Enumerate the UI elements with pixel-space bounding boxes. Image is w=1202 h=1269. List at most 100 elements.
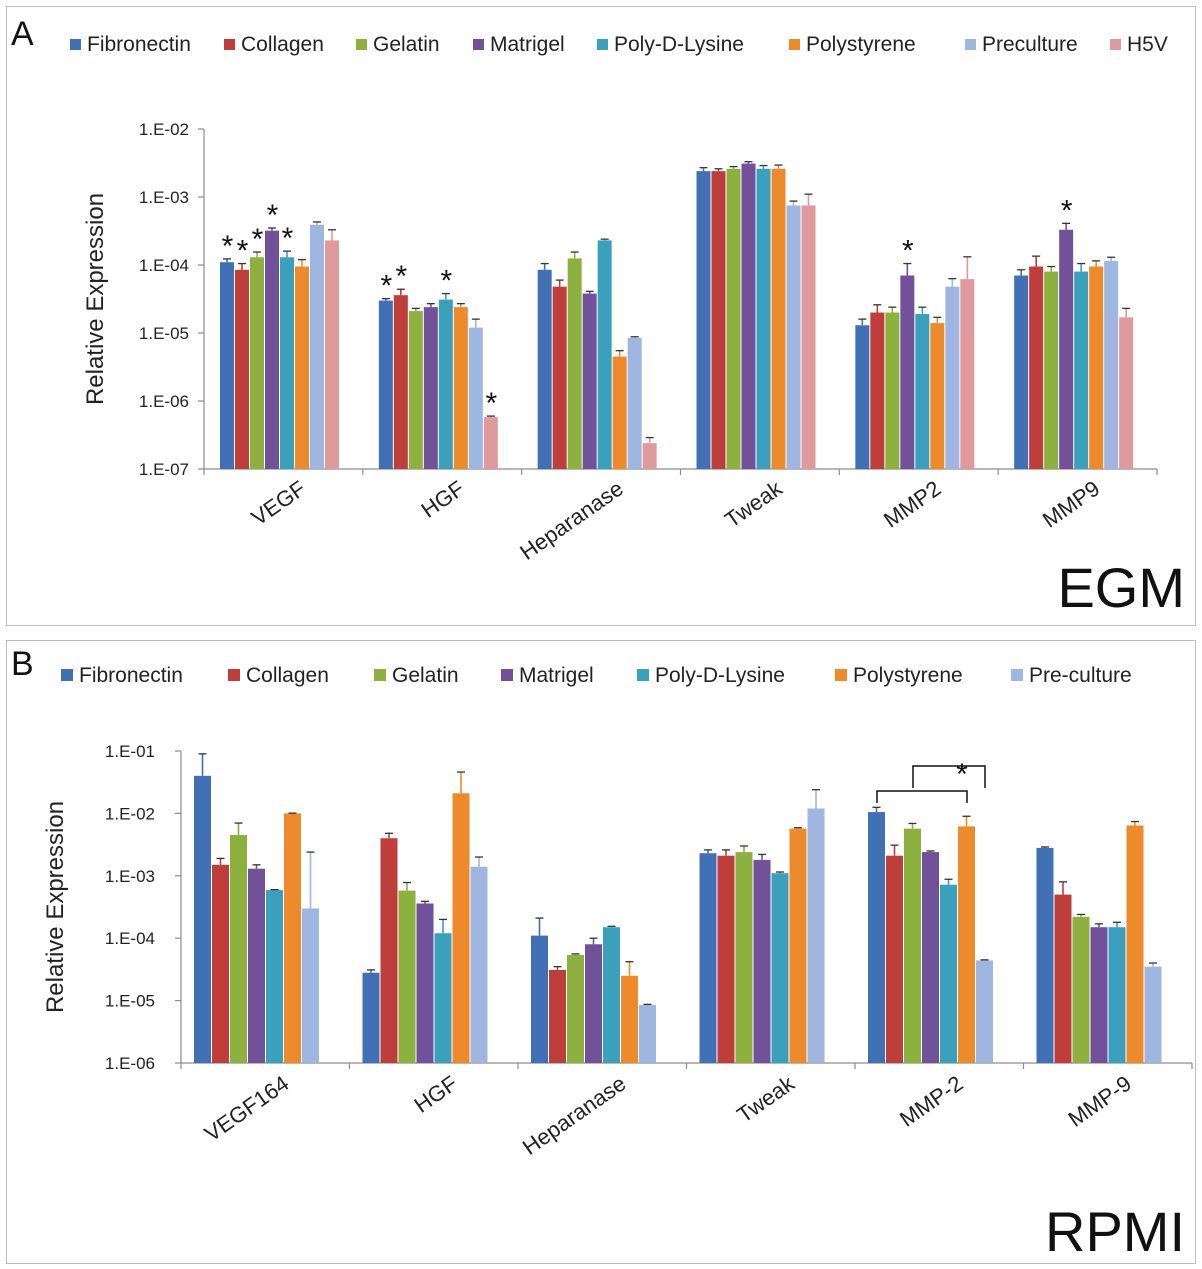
bar-poly-d-lysine — [603, 927, 620, 1063]
significance-star: * — [267, 199, 279, 232]
bar-gelatin — [1044, 271, 1059, 469]
bar-h5v — [960, 279, 975, 469]
x-category-label: MMP-2 — [895, 1071, 967, 1132]
bar-preculture — [310, 224, 324, 469]
x-category-label: Heparanase — [518, 1071, 631, 1160]
y-axis-label: Relative Expression — [42, 801, 69, 1013]
significance-star: * — [1061, 194, 1073, 227]
medium-label: RPMI — [1045, 1200, 1185, 1263]
legend-label: Matrigel — [519, 664, 594, 687]
x-category-label: Heparanase — [515, 476, 628, 565]
panel-b: B RPMI Fibronectin Collagen Gelatin Matrigel P… — [6, 640, 1196, 1264]
bar-fibronectin — [855, 325, 870, 469]
bar-gelatin — [1072, 916, 1090, 1063]
y-tick-label: 1.E-06 — [139, 392, 189, 411]
legend-swatch — [1110, 39, 1121, 50]
bar-gelatin — [567, 258, 582, 469]
bar-preculture — [945, 286, 960, 469]
bar-gelatin — [904, 828, 921, 1063]
bar-pre-culture — [470, 866, 488, 1063]
bar-matrigel — [922, 852, 939, 1063]
bar-matrigel — [248, 868, 265, 1063]
bar-poly-d-lysine — [915, 314, 930, 469]
bar-poly-d-lysine — [940, 884, 957, 1063]
bar-polystyrene — [284, 813, 301, 1063]
legend-label: H5V — [1127, 33, 1168, 56]
bar-matrigel — [741, 163, 756, 469]
chart-rpmi: B RPMI Fibronectin Collagen Gelatin Matrigel P… — [11, 645, 1193, 1263]
bar-collagen — [1029, 266, 1044, 469]
bar-polystyrene — [295, 266, 309, 469]
bar-fibronectin — [699, 853, 717, 1063]
x-category-label: VEGF — [247, 476, 310, 531]
bar-h5v — [1119, 317, 1134, 469]
legend-swatch — [1011, 669, 1023, 681]
bar-matrigel — [753, 859, 771, 1063]
bar-fibronectin — [868, 812, 885, 1063]
bar-collagen — [380, 838, 398, 1063]
legend-swatch — [965, 39, 976, 50]
bar-h5v — [325, 240, 339, 469]
bar-pre-culture — [302, 908, 319, 1063]
bar-poly-d-lysine — [434, 933, 452, 1063]
legend-label: Poly-D-Lysine — [655, 664, 785, 687]
legend-label: Matrigel — [490, 33, 565, 56]
bar-gelatin — [567, 954, 584, 1063]
legend-label: Collagen — [246, 664, 329, 687]
x-category-label: Tweak — [732, 1070, 799, 1128]
y-tick-label: 1.E-01 — [105, 742, 155, 761]
bar-poly-d-lysine — [771, 873, 789, 1063]
bar-matrigel — [423, 307, 438, 469]
bar-gelatin — [408, 311, 423, 469]
legend-swatch — [374, 669, 386, 681]
y-tick-label: 1.E-05 — [105, 992, 155, 1011]
significance-star: * — [956, 758, 968, 791]
bar-polystyrene — [958, 826, 975, 1063]
bar-pre-culture — [807, 808, 825, 1063]
bar-pre-culture — [639, 1005, 656, 1063]
legend-swatch — [70, 39, 81, 50]
bar-collagen — [886, 855, 903, 1063]
legend-swatch — [228, 669, 240, 681]
bar-polystyrene — [621, 975, 638, 1063]
bar-fibronectin — [537, 269, 552, 469]
x-category-label: Tweak — [720, 475, 787, 533]
significance-bracket — [876, 790, 968, 803]
y-tick-label: 1.E-03 — [105, 867, 155, 886]
bar-matrigel — [900, 275, 915, 469]
bar-fibronectin — [220, 262, 234, 469]
bar-gelatin — [230, 835, 247, 1063]
legend-swatch — [501, 669, 513, 681]
medium-label: EGM — [1057, 556, 1185, 619]
bar-matrigel — [582, 293, 597, 469]
bar-collagen — [711, 171, 726, 469]
bar-polystyrene — [453, 307, 468, 469]
panel-label: B — [11, 645, 34, 683]
panel-a: A EGM Fibronectin Collagen Gelatin Matrigel Po… — [6, 6, 1196, 626]
bar-preculture — [627, 337, 642, 469]
bar-collagen — [1054, 894, 1072, 1063]
bar-gelatin — [735, 852, 753, 1063]
bar-gelatin — [250, 257, 264, 469]
legend-label: Poly-D-Lysine — [614, 33, 744, 56]
y-tick-label: 1.E-04 — [105, 929, 155, 948]
y-tick-label: 1.E-05 — [139, 324, 189, 343]
bar-matrigel — [1090, 927, 1108, 1063]
chart-egm: A EGM Fibronectin Collagen Gelatin Matrigel Po… — [11, 15, 1185, 619]
bar-collagen — [235, 269, 249, 469]
bar-gelatin — [726, 168, 741, 470]
bar-fibronectin — [378, 300, 393, 469]
legend-label: Gelatin — [373, 33, 440, 56]
legend-swatch — [637, 669, 649, 681]
bar-collagen — [393, 295, 408, 469]
bar-fibronectin — [362, 972, 380, 1063]
significance-star: * — [237, 235, 249, 268]
significance-bracket — [912, 765, 986, 788]
significance-star: * — [282, 222, 294, 255]
bar-collagen — [870, 312, 885, 469]
bar-fibronectin — [194, 775, 211, 1063]
significance-star: * — [440, 265, 452, 298]
bar-polystyrene — [930, 323, 945, 469]
bar-poly-d-lysine — [438, 299, 453, 469]
bar-matrigel — [585, 944, 602, 1063]
